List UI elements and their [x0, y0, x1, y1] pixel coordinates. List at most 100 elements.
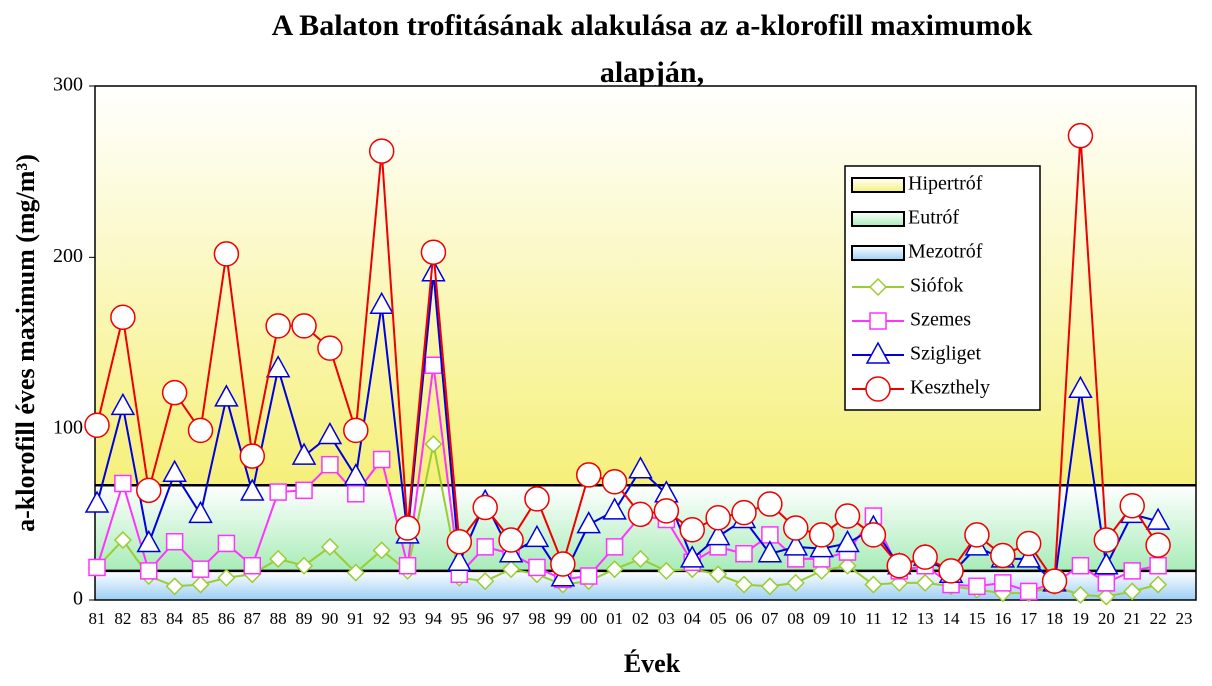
- marker: [1067, 122, 1094, 149]
- marker: [84, 490, 110, 513]
- marker: [869, 312, 887, 330]
- marker: [964, 522, 990, 548]
- x-tick-label: 05: [710, 609, 727, 628]
- marker: [731, 499, 757, 526]
- marker: [602, 497, 627, 520]
- marker: [1145, 507, 1171, 530]
- marker: [783, 515, 809, 541]
- x-tick-label: 95: [451, 609, 468, 628]
- marker: [372, 450, 391, 469]
- marker: [631, 549, 650, 568]
- marker: [265, 355, 291, 378]
- marker: [838, 556, 857, 575]
- chart-title: A Balaton trofitásának alakulása az a-kl…: [272, 9, 1033, 42]
- marker: [757, 540, 783, 563]
- x-tick-label: 08: [787, 609, 804, 628]
- marker: [1071, 585, 1090, 604]
- marker: [239, 443, 266, 469]
- marker: [88, 558, 106, 577]
- x-tick-label: 94: [425, 609, 443, 628]
- marker: [653, 498, 680, 524]
- marker: [705, 505, 731, 531]
- marker: [1093, 527, 1120, 553]
- marker: [886, 552, 913, 579]
- marker: [110, 304, 136, 331]
- marker: [476, 538, 494, 556]
- marker: [808, 522, 835, 548]
- marker: [760, 577, 779, 596]
- y-tick-label: 0: [73, 588, 83, 610]
- marker: [317, 421, 343, 445]
- x-tick-label: 11: [865, 609, 881, 628]
- marker: [579, 567, 598, 585]
- marker: [240, 478, 265, 501]
- x-tick-label: 90: [321, 609, 338, 628]
- marker: [575, 462, 602, 488]
- marker: [398, 556, 417, 575]
- marker: [1016, 545, 1041, 568]
- marker: [865, 376, 891, 402]
- marker: [528, 558, 546, 577]
- marker: [161, 379, 188, 406]
- marker: [346, 563, 365, 582]
- x-tick-label: 12: [891, 609, 908, 628]
- marker: [265, 313, 291, 339]
- x-tick-label: 98: [528, 609, 545, 628]
- marker: [628, 456, 653, 479]
- x-tick-label: 81: [89, 609, 106, 628]
- marker: [868, 277, 888, 297]
- marker: [213, 241, 240, 267]
- marker: [605, 560, 624, 579]
- marker: [421, 259, 446, 282]
- marker: [317, 335, 343, 361]
- x-tick-label: 06: [736, 609, 753, 628]
- marker: [783, 533, 809, 556]
- marker: [269, 549, 288, 568]
- marker: [709, 565, 728, 584]
- legend-label: Keszthely: [910, 377, 990, 399]
- legend-label: Hipertróf: [908, 173, 983, 195]
- x-tick-label: 02: [632, 609, 649, 628]
- marker: [860, 522, 887, 548]
- marker: [502, 560, 521, 579]
- marker: [1015, 530, 1042, 557]
- marker: [343, 417, 369, 444]
- marker: [1094, 552, 1119, 575]
- marker: [1123, 562, 1141, 580]
- x-axis-title: Évek: [624, 649, 681, 678]
- marker: [321, 455, 339, 474]
- marker: [294, 556, 314, 575]
- marker: [188, 500, 213, 524]
- x-tick-label: 07: [761, 609, 779, 628]
- legend-label: Mezotróf: [908, 241, 983, 263]
- marker: [140, 562, 158, 580]
- marker: [679, 545, 705, 568]
- marker: [165, 577, 184, 596]
- marker: [1123, 582, 1142, 601]
- x-tick-label: 84: [166, 609, 184, 628]
- y-tick-label: 100: [53, 416, 83, 438]
- marker: [834, 503, 861, 529]
- marker: [476, 572, 495, 591]
- legend-swatch: [851, 245, 905, 261]
- marker: [679, 517, 705, 543]
- marker: [424, 356, 443, 375]
- x-tick-label: 83: [140, 609, 157, 628]
- x-tick-label: 89: [296, 609, 313, 628]
- x-tick-label: 96: [477, 609, 494, 628]
- marker: [1149, 575, 1168, 594]
- marker: [705, 523, 731, 546]
- chart-title: alapján,: [600, 56, 704, 89]
- marker: [1149, 556, 1167, 575]
- legend-label: Siófok: [910, 275, 963, 297]
- x-tick-label: 92: [373, 609, 390, 628]
- marker: [446, 528, 473, 555]
- marker: [576, 511, 601, 534]
- marker: [472, 494, 498, 521]
- marker: [191, 560, 210, 578]
- marker: [524, 524, 550, 548]
- marker: [214, 384, 239, 407]
- x-tick-label: 22: [1150, 609, 1167, 628]
- x-tick-label: 09: [813, 609, 830, 628]
